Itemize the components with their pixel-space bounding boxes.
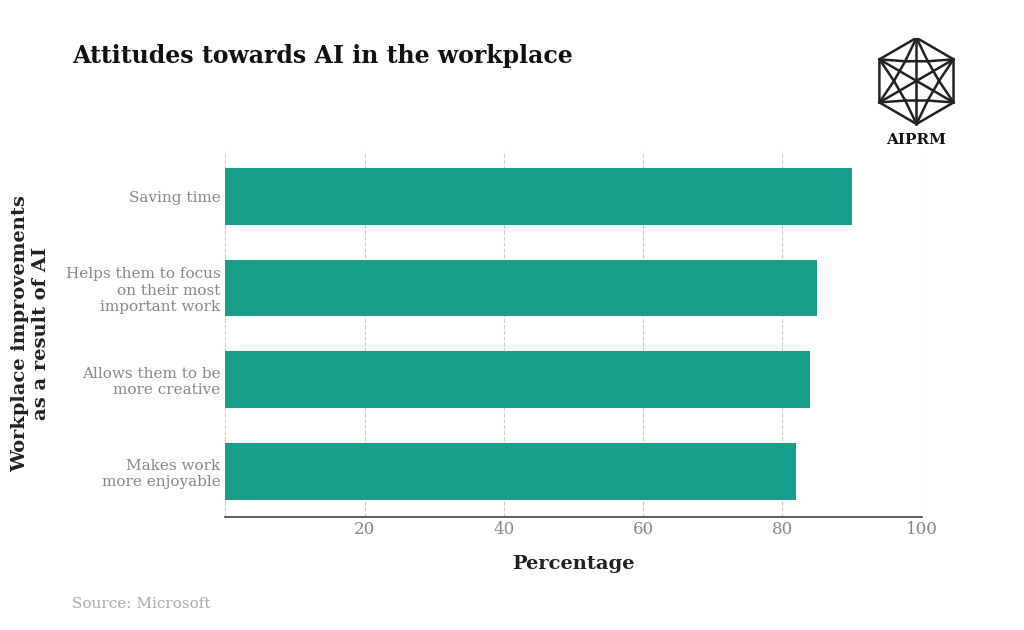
Text: AIPRM: AIPRM (887, 133, 946, 147)
Text: Attitudes towards AI in the workplace: Attitudes towards AI in the workplace (72, 44, 572, 68)
Bar (225, 352, 810, 408)
Bar (225, 443, 797, 500)
Text: Source: Microsoft: Source: Microsoft (72, 597, 210, 611)
Bar (225, 168, 852, 225)
Text: Workplace improvements
as a result of AI: Workplace improvements as a result of AI (11, 195, 50, 472)
X-axis label: Percentage: Percentage (512, 555, 635, 573)
Bar (225, 260, 817, 316)
